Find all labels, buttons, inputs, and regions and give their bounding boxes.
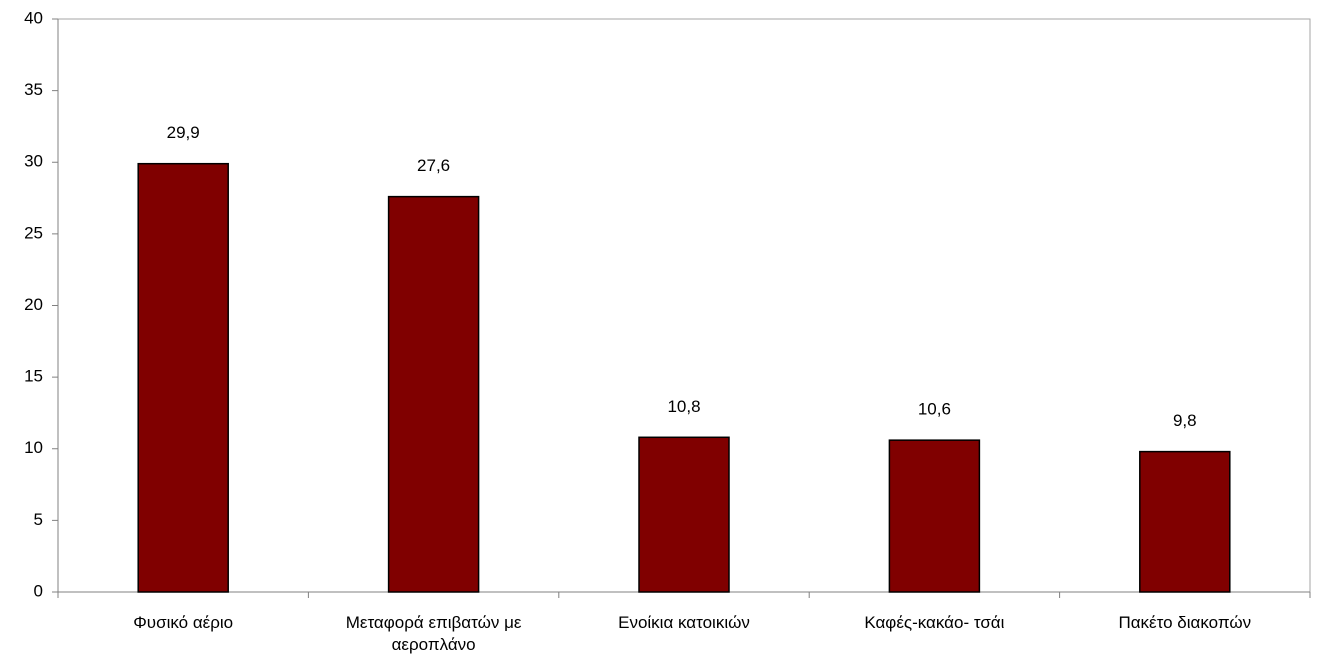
value-label: 27,6 bbox=[417, 156, 450, 175]
value-label: 10,6 bbox=[918, 400, 951, 419]
x-tick-label: Μεταφορά επιβατών με αεροπλάνο bbox=[345, 613, 522, 654]
value-label: 9,8 bbox=[1173, 411, 1197, 430]
bar bbox=[888, 439, 981, 593]
x-tick-label: Ενοίκια κατοικιών bbox=[618, 613, 750, 632]
x-tick-label: Πακέτο διακοπών bbox=[1118, 613, 1252, 632]
bar bbox=[387, 195, 480, 593]
value-label: 29,9 bbox=[167, 123, 200, 142]
bar bbox=[1139, 450, 1231, 593]
y-tick-label: 0 bbox=[34, 581, 43, 600]
y-tick-label: 15 bbox=[24, 367, 43, 386]
y-tick-label: 35 bbox=[24, 80, 43, 99]
bar bbox=[638, 436, 730, 593]
x-tick-label: Φυσικό αέριο bbox=[133, 613, 234, 632]
y-tick-label: 25 bbox=[24, 223, 43, 242]
value-label: 10,8 bbox=[667, 397, 700, 416]
x-tick-label: Καφές-κακάο- τσάι bbox=[864, 613, 1005, 632]
y-tick-label: 40 bbox=[24, 8, 43, 27]
y-tick-label: 10 bbox=[24, 438, 43, 457]
y-tick-label: 5 bbox=[34, 510, 43, 529]
y-tick-label: 20 bbox=[24, 295, 43, 314]
y-tick-label: 30 bbox=[24, 152, 43, 171]
bar bbox=[137, 162, 229, 593]
